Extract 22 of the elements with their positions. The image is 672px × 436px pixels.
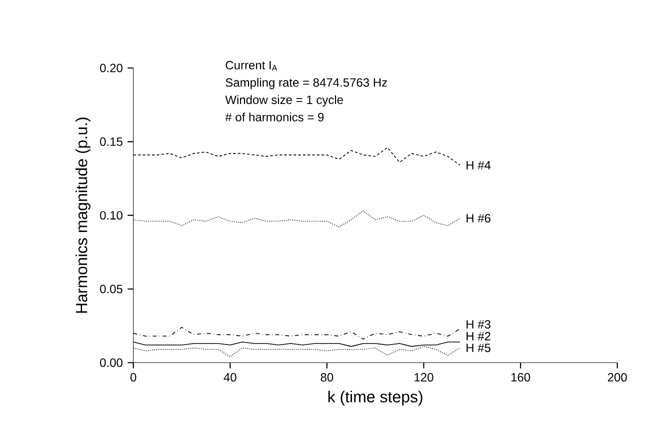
y-tick-label: 0.05 (100, 284, 122, 294)
annotation: # of harmonics = 9 (225, 112, 324, 122)
y-tick-label: 0.15 (100, 137, 122, 146)
annotation: Sampling rate = 8474.5763 Hz (226, 78, 387, 90)
series-label: H #5 (466, 344, 490, 352)
x-tick-label: 200 (608, 373, 627, 382)
y-axis-title: Harmonics magnitude (p.u.) (76, 118, 90, 313)
series-label: H #4 (466, 161, 491, 170)
x-tick-label: 0 (130, 373, 136, 382)
y-tick-label: 0.00 (100, 358, 122, 367)
y-tick-label: 0.10 (100, 211, 122, 220)
annotation: Window size = 1 cycle (225, 95, 343, 106)
x-tick-label: 40 (224, 373, 236, 382)
y-tick-label: 0.20 (100, 64, 122, 72)
x-tick-label: 160 (511, 373, 530, 382)
series-label: H #3 (466, 320, 490, 329)
x-tick-label: 120 (414, 373, 434, 382)
x-tick-label: 80 (320, 373, 334, 382)
series-label: H #6 (466, 214, 490, 223)
series-label: H #2 (466, 332, 490, 340)
annotation: Current I$_{A}$ (226, 60, 278, 71)
x-axis-title: k (time steps) (328, 390, 422, 406)
